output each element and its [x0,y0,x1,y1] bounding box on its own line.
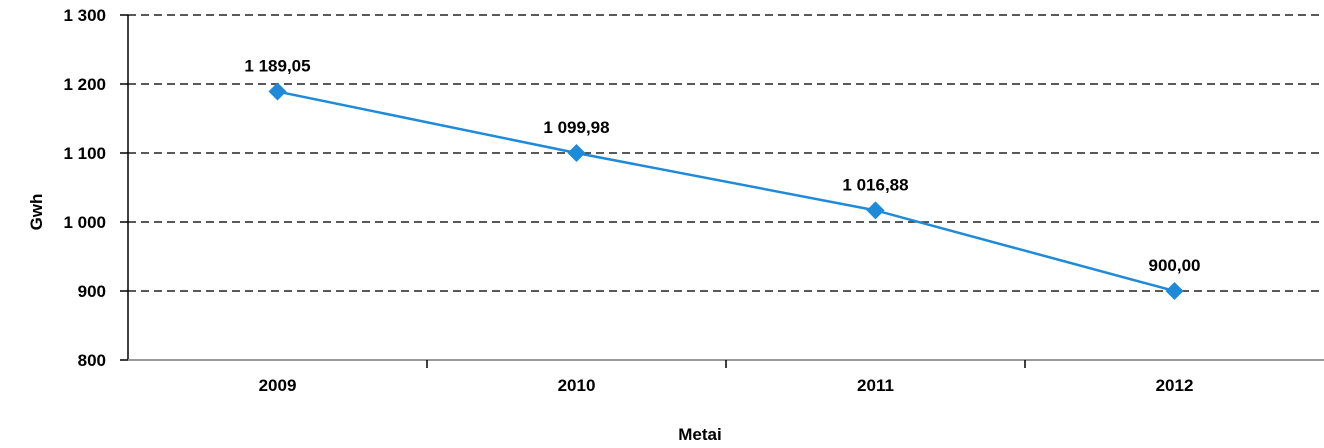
x-tick-label: 2011 [857,376,894,395]
data-point-marker [567,144,586,163]
series-line [277,90,1175,293]
x-axis-ticks: 2009 2010 2011 2012 [259,360,1194,395]
y-axis-title: Gwh [27,194,46,231]
data-point-marker [866,201,885,220]
y-axis-ticks: 800 900 1 000 1 100 1 200 1 300 [63,6,128,370]
x-tick-label: 2009 [259,376,297,395]
data-label: 900,00 [1149,256,1201,275]
y-tick-label: 1 100 [63,144,106,163]
series-group [268,82,1184,300]
data-label: 1 189,05 [244,57,310,76]
x-axis-title: Metai [678,425,721,444]
gridlines [128,14,1324,292]
data-label: 1 016,88 [842,175,908,194]
y-tick-label: 1 000 [63,213,106,232]
x-tick-label: 2010 [558,376,596,395]
y-tick-label: 1 200 [63,75,106,94]
y-tick-label: 1 300 [63,6,106,25]
y-tick-label: 800 [78,351,106,370]
data-label: 1 099,98 [543,118,609,137]
data-point-marker [268,82,287,101]
data-labels: 1 189,05 1 099,98 1 016,88 900,00 [244,57,1200,275]
data-point-marker [1165,282,1184,300]
y-tick-label: 900 [78,282,106,301]
x-tick-label: 2012 [1156,376,1194,395]
